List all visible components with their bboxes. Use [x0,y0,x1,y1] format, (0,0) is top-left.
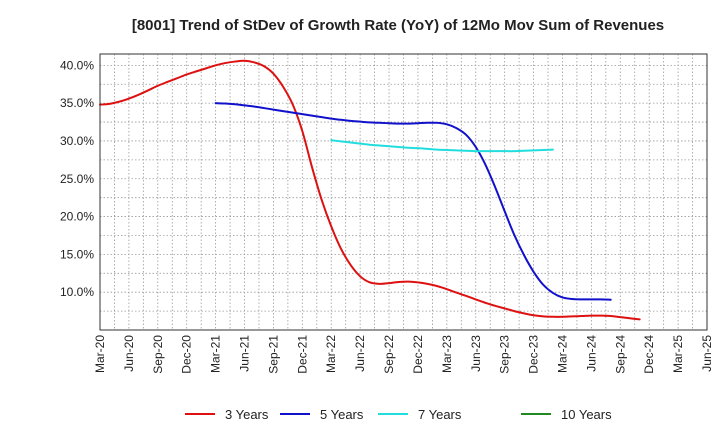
x-tick-label: Jun-24 [584,335,598,372]
y-tick-label: 20.0% [60,210,94,224]
y-tick-label: 30.0% [60,134,94,148]
x-tick-label: Dec-24 [642,335,656,374]
x-tick-label: Sep-20 [151,335,165,374]
legend-label: 7 Years [418,407,462,422]
x-tick-label: Jun-21 [238,335,252,372]
x-tick-label: Sep-24 [613,335,627,374]
legend-label: 3 Years [225,407,269,422]
x-tick-label: Jun-20 [122,335,136,372]
series-line-3-years [99,59,641,321]
chart-title: [8001] Trend of StDev of Growth Rate (Yo… [132,17,664,34]
x-axis-tick-labels: Mar-20 Jun-20 Sep-20 Dec-20 Mar-21 Jun-21 Sep-… [93,335,714,374]
gridlines [100,54,707,330]
y-tick-label: 25.0% [60,172,94,186]
y-axis-tick-labels: 10.0% 15.0% 20.0% 25.0% 30.0% 35.0% 40.0% [60,58,94,299]
x-tick-label: Mar-24 [555,335,569,373]
series-line-7-years [330,139,554,153]
x-tick-label: Dec-20 [180,335,194,374]
y-tick-label: 10.0% [60,285,94,299]
x-tick-label: Mar-25 [671,335,685,373]
x-tick-label: Mar-23 [440,335,454,373]
series-lines [99,59,641,321]
x-tick-label: Mar-21 [209,335,223,373]
y-tick-label: 35.0% [60,96,94,110]
x-tick-label: Mar-22 [324,335,338,373]
y-tick-label: 40.0% [60,58,94,72]
x-tick-label: Jun-23 [469,335,483,372]
x-tick-label: Jun-25 [700,335,714,372]
x-tick-label: Jun-22 [353,335,367,372]
legend-label: 5 Years [320,407,364,422]
x-tick-label: Sep-21 [266,335,280,374]
y-tick-label: 15.0% [60,247,94,261]
x-tick-label: Sep-22 [382,335,396,374]
x-tick-label: Dec-21 [295,335,309,374]
x-tick-label: Sep-23 [498,335,512,374]
x-tick-label: Dec-23 [527,335,541,374]
legend-label: 10 Years [561,407,612,422]
x-tick-label: Mar-20 [93,335,107,373]
legend: 3 Years 5 Years 7 Years 10 Years [185,407,612,422]
plot-frame [99,53,708,331]
series-line-5-years [214,102,612,301]
x-tick-label: Dec-22 [411,335,425,374]
